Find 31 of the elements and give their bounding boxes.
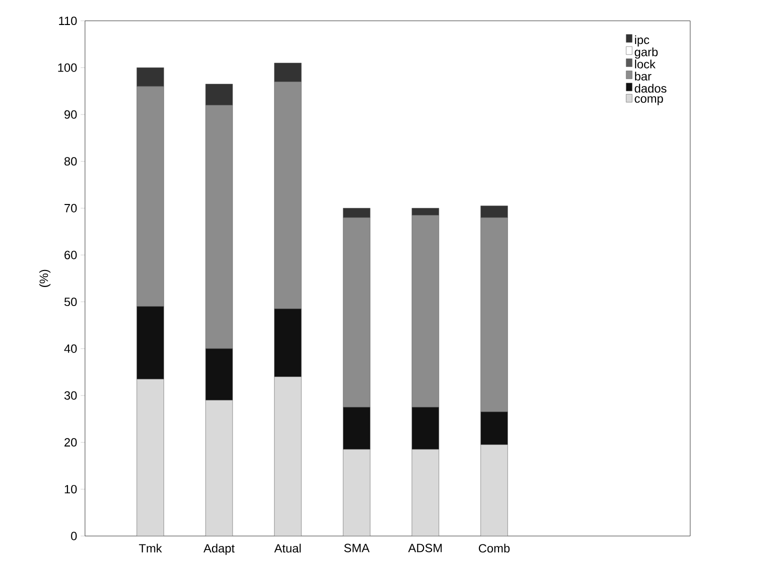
bar [136, 378, 164, 536]
legend-label: lock [635, 60, 656, 68]
bar [342, 449, 370, 536]
y-axis-title: (%) [39, 270, 50, 287]
legend-label: bar [635, 72, 652, 81]
x-tick-label: Adapt [203, 544, 235, 555]
x-tick-label: Comb [478, 544, 510, 553]
y-tick-label: 10 [64, 484, 77, 494]
bar [274, 376, 302, 536]
y-tick-label: 110 [59, 16, 77, 26]
bar [480, 444, 508, 536]
y-tick-label: 100 [58, 63, 77, 72]
x-tick-label: ADSM [408, 544, 442, 552]
legend-label: comp [634, 96, 663, 106]
y-tick-label: 60 [64, 250, 77, 260]
x-tick-label: SMA [344, 544, 370, 552]
y-tick-label: 70 [64, 204, 77, 212]
y-tick-label: 90 [64, 110, 77, 119]
y-tick-label: 40 [64, 344, 77, 353]
legend-label: garb [634, 47, 658, 59]
y-tick-label: 80 [64, 157, 77, 166]
y-tick-label: 50 [64, 298, 77, 306]
legend-label: ipc [635, 35, 650, 46]
legend-label: dados [634, 84, 666, 93]
y-tick-label: 30 [64, 391, 77, 400]
bar [412, 449, 440, 536]
y-tick-label: 0 [71, 532, 77, 540]
y-tick-label: 20 [64, 438, 77, 447]
bar [205, 400, 233, 536]
x-tick-label: Atual [274, 544, 301, 553]
x-tick-label: Tmk [138, 544, 162, 552]
